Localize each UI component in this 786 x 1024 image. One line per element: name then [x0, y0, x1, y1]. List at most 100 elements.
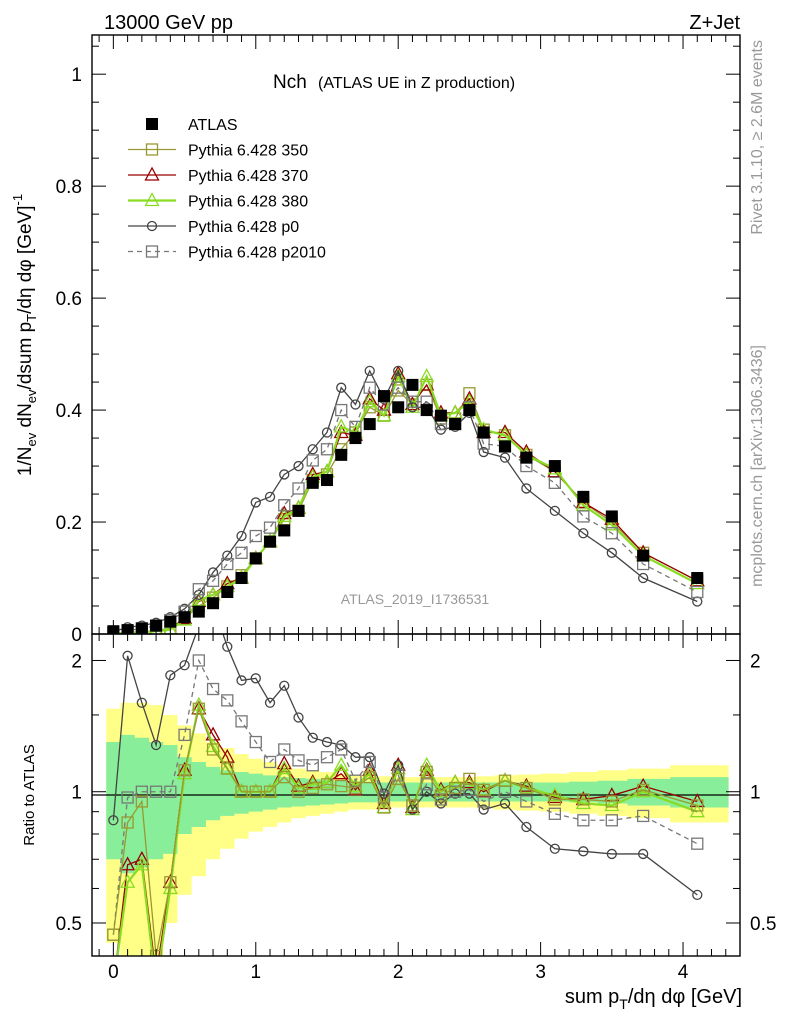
- legend-label-3: Pythia 6.428 380: [188, 194, 308, 211]
- ratio-point-2-2: [134, 856, 150, 871]
- ratio-point-0-5: [178, 764, 191, 777]
- main-series-0: [107, 378, 704, 634]
- ratio-point-2-13: [290, 779, 307, 794]
- x-tick-label-1: 1: [250, 962, 261, 983]
- main-point-3-27: [497, 426, 513, 441]
- legend-label-5: Pythia 6.428 p2010: [188, 245, 326, 262]
- ratio-point-2-15: [319, 774, 335, 789]
- ratio-point-3-26: [478, 804, 489, 815]
- ratio-point-2-31: [604, 797, 620, 812]
- ratio-point-3-23: [435, 798, 447, 809]
- ratio-point-3-29: [549, 843, 561, 854]
- ratio-point-3-1: [122, 650, 133, 661]
- main-y-axis-ticks: 0 0.2 0.4 0.6 0.8 1: [56, 45, 740, 646]
- legend-marker-1: [145, 143, 159, 156]
- ratio-plot-frame: [91, 633, 741, 957]
- main-point-3-16: [333, 418, 349, 433]
- ratio-point-4-13: [292, 754, 305, 767]
- main-point-4-14: [307, 444, 318, 455]
- ratio-point-0-13: [292, 785, 305, 798]
- ratio-y-tick-label-left-0: 0.5: [56, 914, 82, 935]
- ratio-point-0-28: [520, 781, 533, 795]
- main-y-tick-label-3: 0.6: [56, 289, 82, 310]
- rivet-version-label: Rivet 3.1.10, ≥ 2.6M events: [749, 40, 766, 235]
- legend-marker-4: [146, 220, 158, 232]
- ratio-point-4-10: [249, 735, 262, 749]
- main-point-4-26: [478, 446, 489, 458]
- ratio-point-0-6: [192, 702, 205, 715]
- main-point-4-17: [350, 399, 361, 410]
- main-point-4-31: [606, 547, 617, 558]
- ratio-point-0-20: [392, 772, 405, 786]
- main-y-axis-label: 1/Nev dNev/dsum pT/dη dφ [GeV]-1: [10, 194, 39, 476]
- main-point-3-4: [163, 621, 178, 634]
- ratio-series-3: [108, 634, 703, 901]
- ratio-point-3-30: [578, 846, 589, 857]
- main-point-0-15: [320, 474, 333, 487]
- ratio-point-0-9: [235, 785, 248, 798]
- ratio-point-0-30: [577, 793, 590, 806]
- ratio-point-0-15: [320, 778, 334, 791]
- ratio-point-0-8: [221, 762, 234, 775]
- main-point-0-26: [477, 426, 490, 439]
- ratio-point-0-33: [691, 799, 704, 812]
- ratio-point-3-10: [250, 673, 261, 684]
- ratio-point-0-7: [206, 743, 220, 756]
- main-point-3-12: [276, 508, 292, 523]
- legend: ATLAS Pythia 6.428 350 Pythia 6.428 370 Pyt…: [128, 117, 326, 262]
- ratio-series-line-4: [112, 658, 698, 935]
- ratio-point-4-7: [206, 682, 220, 696]
- main-point-0-7: [207, 597, 220, 610]
- main-point-0-16: [335, 448, 348, 461]
- ratio-point-1-17: [347, 781, 364, 796]
- ratio-point-3-0: [108, 815, 119, 826]
- main-point-5-11: [263, 521, 277, 534]
- main-series-group: [107, 365, 705, 634]
- main-point-0-4: [164, 615, 177, 628]
- main-point-5-31: [605, 527, 618, 540]
- main-point-4-18: [364, 365, 375, 377]
- legend-entry-1: Pythia 6.428 350: [128, 143, 308, 160]
- main-point-0-33: [691, 572, 704, 585]
- main-point-3-24: [447, 404, 463, 419]
- ratio-point-4-29: [548, 807, 562, 820]
- ratio-y-tick-label-right-0: 0.5: [750, 914, 776, 935]
- ratio-point-4-3: [149, 785, 163, 798]
- x-axis-label: sum pT/dη dφ [GeV]: [565, 986, 742, 1012]
- ratio-point-3-15: [321, 736, 333, 748]
- legend-entry-5: Pythia 6.428 p2010: [128, 245, 326, 262]
- ratio-point-3-8: [222, 641, 233, 652]
- ratio-point-3-33: [692, 889, 703, 901]
- main-point-0-12: [278, 524, 291, 537]
- main-point-4-9: [236, 530, 247, 542]
- ratio-point-3-17: [350, 752, 361, 763]
- ratio-point-1-1: [120, 856, 136, 871]
- main-point-4-13: [293, 460, 304, 472]
- main-y-tick-label-2: 0.4: [56, 401, 83, 422]
- main-point-5-13: [292, 482, 305, 495]
- main-point-0-9: [235, 572, 248, 585]
- ratio-point-3-2: [136, 697, 147, 708]
- main-point-0-3: [150, 619, 163, 632]
- plot-subtitle: (ATLAS UE in Z production): [318, 75, 515, 92]
- main-point-4-29: [549, 505, 561, 516]
- ratio-series-line-3: [112, 634, 698, 896]
- main-point-0-23: [434, 409, 447, 422]
- main-point-3-22: [419, 368, 435, 383]
- main-point-0-18: [363, 418, 376, 431]
- ratio-y-tick-label-right-2: 2: [750, 651, 761, 672]
- ratio-point-4-2: [135, 785, 148, 798]
- legend-marker-5: [145, 245, 159, 258]
- ratio-point-4-4: [164, 785, 177, 798]
- ratio-axis-ticks: 0.5 0.5 1 1 2 2 0 1 2 3 4: [56, 634, 776, 983]
- ratio-point-3-11: [264, 697, 276, 708]
- main-point-0-11: [264, 535, 277, 548]
- ratio-series-group: [107, 634, 705, 956]
- mcplots-label: mcplots.cern.ch [arXiv:1306.3436]: [749, 345, 766, 587]
- header-right-label: Z+Jet: [689, 12, 740, 34]
- main-series-line-4: [113, 369, 698, 633]
- main-y-tick-label-5: 1: [71, 65, 82, 86]
- legend-entry-2: Pythia 6.428 370: [128, 166, 308, 185]
- main-point-4-8: [222, 550, 233, 561]
- ratio-point-1-28: [518, 777, 534, 792]
